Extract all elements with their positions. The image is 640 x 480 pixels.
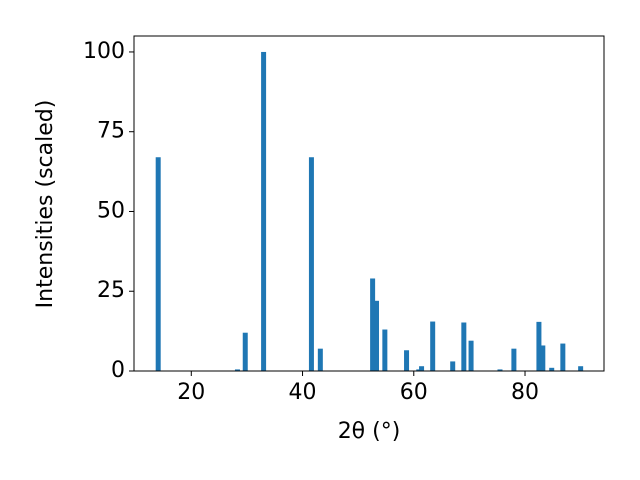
y-tick-label: 50: [97, 198, 125, 223]
bar: [578, 366, 584, 371]
y-tick-label: 0: [111, 358, 125, 383]
bar: [560, 343, 566, 371]
bar: [234, 369, 240, 371]
bar: [317, 348, 323, 371]
bar: [419, 366, 425, 371]
bar: [549, 367, 555, 371]
plot-frame: [133, 35, 605, 372]
bar: [430, 321, 436, 371]
bar: [497, 369, 503, 371]
y-tick-label: 75: [97, 119, 125, 144]
bar: [540, 345, 546, 371]
bar: [155, 157, 161, 371]
bar: [468, 340, 474, 371]
x-axis-label: 2θ (°): [338, 419, 401, 444]
bar: [416, 369, 422, 371]
bar: [382, 329, 388, 371]
bar: [511, 348, 517, 371]
x-tick-label: 20: [177, 380, 205, 405]
bar: [261, 51, 267, 371]
bar: [404, 350, 410, 371]
bar: [242, 332, 248, 371]
y-tick-label: 25: [97, 278, 125, 303]
bar: [374, 300, 380, 371]
y-tick-label: 100: [83, 39, 125, 64]
bar: [450, 361, 456, 371]
bar: [461, 322, 467, 371]
x-tick-label: 40: [289, 380, 317, 405]
x-tick-label: 60: [400, 380, 428, 405]
bar: [308, 157, 314, 371]
y-axis-label: Intensities (scaled): [33, 100, 58, 309]
x-tick-label: 80: [511, 380, 539, 405]
bar: [536, 321, 542, 371]
bar: [370, 278, 376, 371]
